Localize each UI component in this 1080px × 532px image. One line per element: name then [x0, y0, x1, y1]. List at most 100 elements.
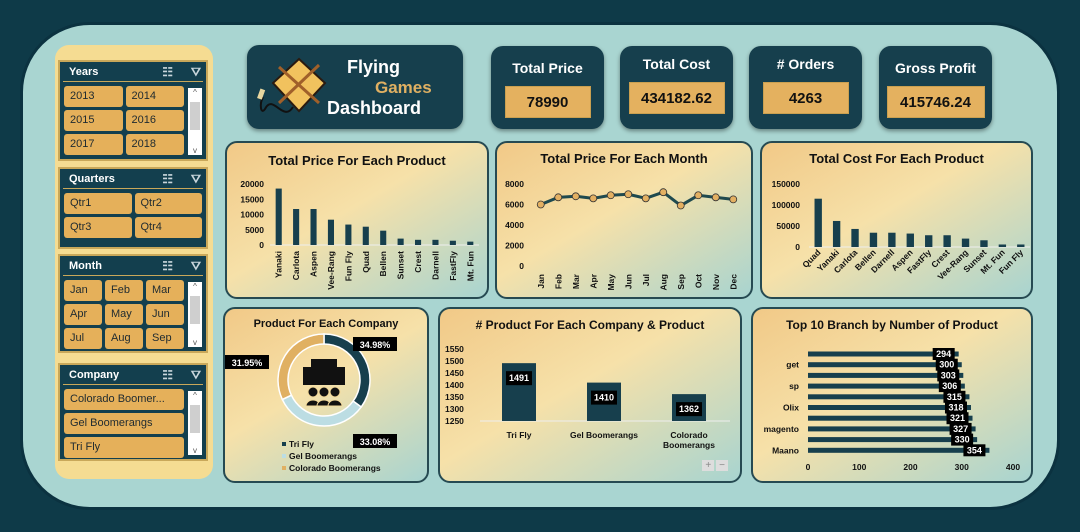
bar	[362, 226, 369, 245]
x-tick-label: Tri Fly	[506, 430, 531, 440]
bar	[1017, 244, 1025, 247]
slicer-item[interactable]: Mar	[146, 280, 184, 301]
legend-label: Tri Fly	[289, 439, 314, 449]
slicer-item[interactable]: Aug	[105, 328, 143, 349]
data-point	[554, 193, 563, 202]
x-tick-label: Jan	[536, 274, 546, 289]
bar	[906, 233, 914, 247]
data-label-bg	[935, 358, 958, 371]
bar	[293, 209, 300, 245]
slicer-item[interactable]: 2016	[125, 110, 184, 131]
bar	[851, 228, 859, 247]
chart-price-product: Total Price For Each Product 0 5000 10000 15…	[225, 141, 489, 299]
y-tick-label: 150000	[772, 179, 801, 189]
x-tick-label: Feb	[553, 274, 563, 289]
slicer-item[interactable]: May	[105, 304, 143, 325]
data-label: 327	[953, 424, 968, 434]
x-tick-label: Jul	[641, 274, 651, 286]
data-label: 1362	[679, 404, 699, 414]
scrollbar[interactable]: ^ v	[188, 88, 202, 155]
data-label: 294	[936, 349, 951, 359]
data-label-bg	[963, 444, 986, 457]
scrollbar[interactable]: ^ v	[188, 391, 202, 455]
bar	[808, 394, 970, 400]
clear-filter-icon[interactable]: ⛛	[190, 65, 201, 79]
zoom-out-button[interactable]: −	[716, 460, 728, 471]
x-tick-label: Gel Boomerangs	[570, 430, 638, 440]
donut-slice	[277, 333, 325, 401]
bar	[808, 351, 959, 357]
x-tick-label: 100	[852, 462, 866, 472]
kpi-gross-profit: Gross Profit 415746.24	[879, 46, 992, 129]
slicer-item[interactable]: Apr	[64, 304, 102, 325]
slicer-item[interactable]: Qtr2	[134, 193, 202, 214]
y-tick-label: 0	[519, 261, 524, 271]
data-label: 34.98%	[360, 340, 391, 350]
y-tick-label: 20000	[240, 179, 264, 189]
slicer-item[interactable]: Qtr1	[64, 193, 132, 214]
data-label: 303	[941, 370, 956, 380]
slicer-item[interactable]: Colorado Boomer...	[64, 389, 184, 410]
slicer-item[interactable]: Qtr4	[134, 217, 202, 238]
chart-cost-product: Total Cost For Each Product 0 50000 100000 1…	[760, 141, 1033, 299]
y-tick-label: 1550	[445, 344, 464, 354]
y-tick-label: 100000	[772, 200, 801, 210]
bar	[808, 372, 964, 378]
kpi-value: 434182.62	[628, 82, 725, 114]
kpi-value: 415746.24	[886, 86, 985, 118]
slicer-item[interactable]: Gel Boomerangs	[64, 413, 184, 434]
slicer-item[interactable]: Jun	[146, 304, 184, 325]
x-tick-label: Colorado	[670, 430, 707, 440]
person-head	[307, 386, 319, 398]
slicer-item[interactable]: Feb	[105, 280, 143, 301]
clear-filter-icon[interactable]: ⛛	[190, 259, 201, 273]
slicer-item[interactable]: 2015	[64, 110, 123, 131]
slicer-item[interactable]: Qtr3	[64, 217, 132, 238]
kpi-value: 4263	[762, 82, 849, 114]
bar	[808, 362, 962, 368]
x-tick-label: May	[606, 274, 616, 291]
legend-swatch	[282, 454, 286, 458]
slicer-item[interactable]: 2018	[125, 134, 184, 155]
data-point	[589, 194, 598, 203]
bar	[808, 415, 973, 421]
bar	[869, 232, 878, 247]
x-tick-label: Yanaki	[274, 251, 284, 278]
data-label-bg	[932, 348, 955, 360]
zoom-in-button[interactable]: +	[702, 460, 715, 471]
scrollbar[interactable]: ^ v	[188, 282, 202, 347]
data-label: 1410	[594, 393, 614, 403]
y-tick-label: 6000	[505, 200, 524, 210]
multi-select-icon[interactable]: ☷	[162, 172, 173, 186]
slicer-item[interactable]: Tri Fly	[64, 437, 184, 458]
slicer-item[interactable]: 2013	[64, 86, 123, 107]
x-tick-label: 300	[955, 462, 969, 472]
chart-svg: 0 2000 4000 6000 8000 Jan Feb Mar Apr May Jun Jul Au…	[505, 179, 738, 291]
y-tick-label: 1300	[445, 404, 464, 414]
chart-company-share: Product For Each Company 34.98% Tri Fly 33.…	[223, 307, 429, 483]
x-tick-label: Sunset	[396, 251, 406, 280]
data-label-bg	[506, 371, 532, 386]
data-label-bg	[949, 422, 972, 435]
data-point	[659, 188, 668, 197]
data-point	[694, 191, 703, 200]
multi-select-icon[interactable]: ☷	[162, 368, 173, 382]
slicer-item[interactable]: 2017	[64, 134, 123, 155]
multi-select-icon[interactable]: ☷	[162, 259, 173, 273]
clear-filter-icon[interactable]: ⛛	[190, 368, 201, 382]
slicer-item[interactable]: 2014	[125, 86, 184, 107]
legend-label: Colorado Boomerangs	[289, 463, 381, 473]
slicer-item[interactable]: Jan	[64, 280, 102, 301]
slicer-item[interactable]: Sep	[146, 328, 184, 349]
clear-filter-icon[interactable]: ⛛	[190, 172, 201, 186]
bar	[414, 239, 422, 245]
x-tick-label: Dec	[728, 274, 738, 290]
multi-select-icon[interactable]: ☷	[162, 65, 173, 79]
kpi-total-cost: Total Cost 434182.62	[620, 46, 733, 129]
slicer-item[interactable]: Jul	[64, 328, 102, 349]
data-point	[536, 200, 545, 209]
kite-icon	[257, 57, 327, 113]
y-tick-label: 15000	[240, 194, 264, 204]
y-tick-label: 50000	[776, 221, 800, 231]
slicer-company: Company ☷ ⛛ Colorado Boomer... Gel Boomeran…	[58, 363, 208, 461]
